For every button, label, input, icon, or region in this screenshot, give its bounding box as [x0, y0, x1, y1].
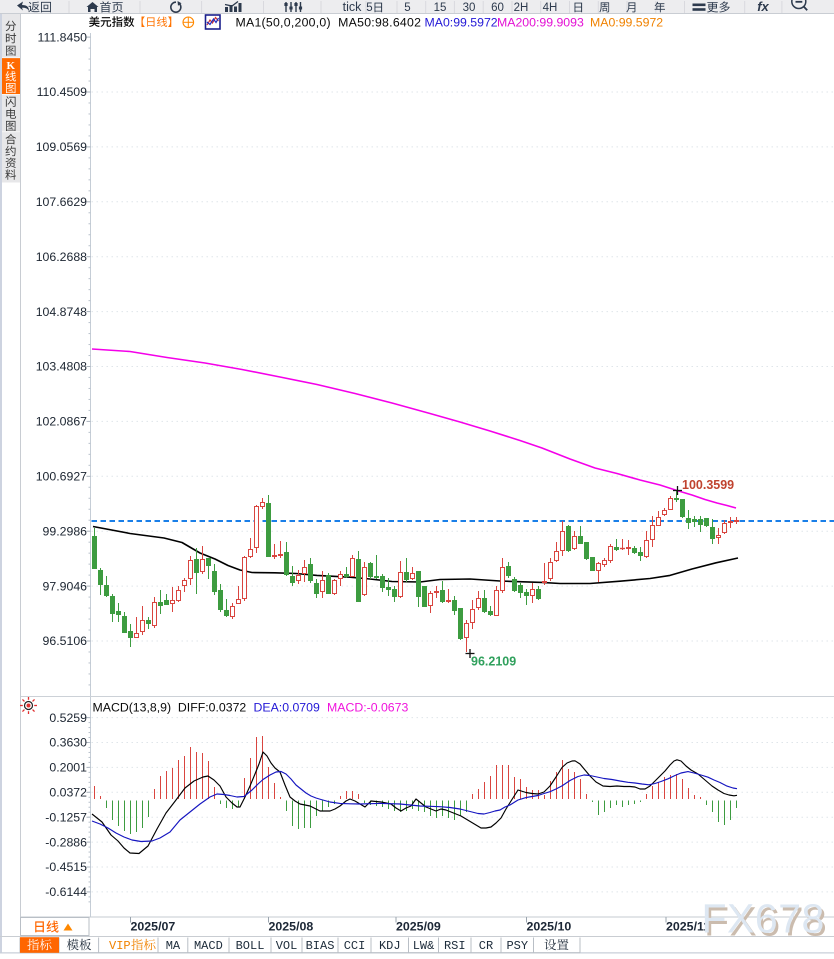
- svg-text:VOL: VOL: [276, 939, 298, 953]
- svg-text:K: K: [7, 60, 16, 72]
- svg-text:tick: tick: [343, 0, 363, 14]
- svg-text:-0.2886: -0.2886: [45, 835, 87, 849]
- svg-text:107.6629: 107.6629: [36, 195, 87, 209]
- svg-text:MA0:99.5972: MA0:99.5972: [425, 15, 498, 29]
- svg-text:PSY: PSY: [506, 939, 528, 953]
- svg-text:2025/07: 2025/07: [131, 920, 176, 934]
- svg-text:0.2001: 0.2001: [49, 761, 87, 775]
- svg-text:-0.1257: -0.1257: [45, 810, 87, 824]
- svg-text:MA0:99.5972: MA0:99.5972: [590, 15, 663, 29]
- svg-text:FX678: FX678: [704, 899, 827, 945]
- svg-text:MA1(50,0,200,0) MA50:98.6402: MA1(50,0,200,0) MA50:98.6402: [236, 15, 422, 29]
- svg-text:RSI: RSI: [444, 939, 466, 953]
- svg-text:CR: CR: [479, 939, 493, 953]
- svg-text:0.5259: 0.5259: [49, 711, 87, 725]
- svg-text:106.2688: 106.2688: [36, 250, 87, 264]
- svg-text:100.3599: 100.3599: [682, 478, 734, 492]
- svg-text:MACD: MACD: [194, 939, 223, 953]
- svg-text:104.8748: 104.8748: [36, 305, 87, 319]
- svg-text:100.6927: 100.6927: [36, 470, 87, 484]
- svg-text:fx: fx: [757, 0, 769, 14]
- svg-text:-0.4515: -0.4515: [45, 860, 87, 874]
- svg-text:-0.6144: -0.6144: [45, 885, 87, 899]
- svg-text:109.0569: 109.0569: [36, 140, 87, 154]
- svg-text:97.9046: 97.9046: [43, 579, 88, 593]
- svg-text:BIAS: BIAS: [306, 939, 335, 953]
- svg-text:111.8450: 111.8450: [38, 30, 88, 44]
- svg-text:103.4808: 103.4808: [36, 360, 87, 374]
- svg-text:110.4509: 110.4509: [37, 85, 88, 99]
- svg-text:DEA:0.0709: DEA:0.0709: [254, 701, 320, 715]
- svg-text:2025/09: 2025/09: [396, 920, 441, 934]
- svg-text:2025/11: 2025/11: [666, 920, 710, 934]
- svg-text:96.5106: 96.5106: [43, 634, 88, 648]
- svg-text:MA: MA: [166, 939, 181, 953]
- svg-text:102.0867: 102.0867: [36, 415, 87, 429]
- svg-text:5: 5: [366, 2, 372, 14]
- svg-text:MACD(13,8,9) DIFF:0.0372: MACD(13,8,9) DIFF:0.0372: [93, 701, 247, 715]
- svg-text:LW&: LW&: [413, 939, 435, 953]
- svg-text:FX678: FX678: [702, 896, 825, 942]
- svg-text:15: 15: [434, 2, 447, 14]
- svg-text:CCI: CCI: [344, 939, 366, 953]
- svg-text:60: 60: [491, 2, 504, 14]
- svg-text:4H: 4H: [543, 2, 558, 14]
- svg-text:VIP: VIP: [109, 939, 131, 953]
- svg-text:96.2109: 96.2109: [471, 655, 516, 669]
- svg-text:99.2986: 99.2986: [43, 524, 88, 538]
- svg-text:0.0372: 0.0372: [49, 786, 87, 800]
- svg-text:2025/10: 2025/10: [527, 920, 572, 934]
- svg-text:MA200:99.9093: MA200:99.9093: [497, 15, 584, 29]
- svg-text:2025/08: 2025/08: [269, 920, 314, 934]
- svg-text:MACD:-0.0673: MACD:-0.0673: [327, 701, 408, 715]
- svg-text:0.3630: 0.3630: [49, 736, 87, 750]
- svg-text:2H: 2H: [514, 2, 529, 14]
- svg-text:5: 5: [404, 2, 410, 14]
- svg-text:KDJ: KDJ: [379, 939, 401, 953]
- svg-text:30: 30: [463, 2, 476, 14]
- svg-text:BOLL: BOLL: [236, 939, 265, 953]
